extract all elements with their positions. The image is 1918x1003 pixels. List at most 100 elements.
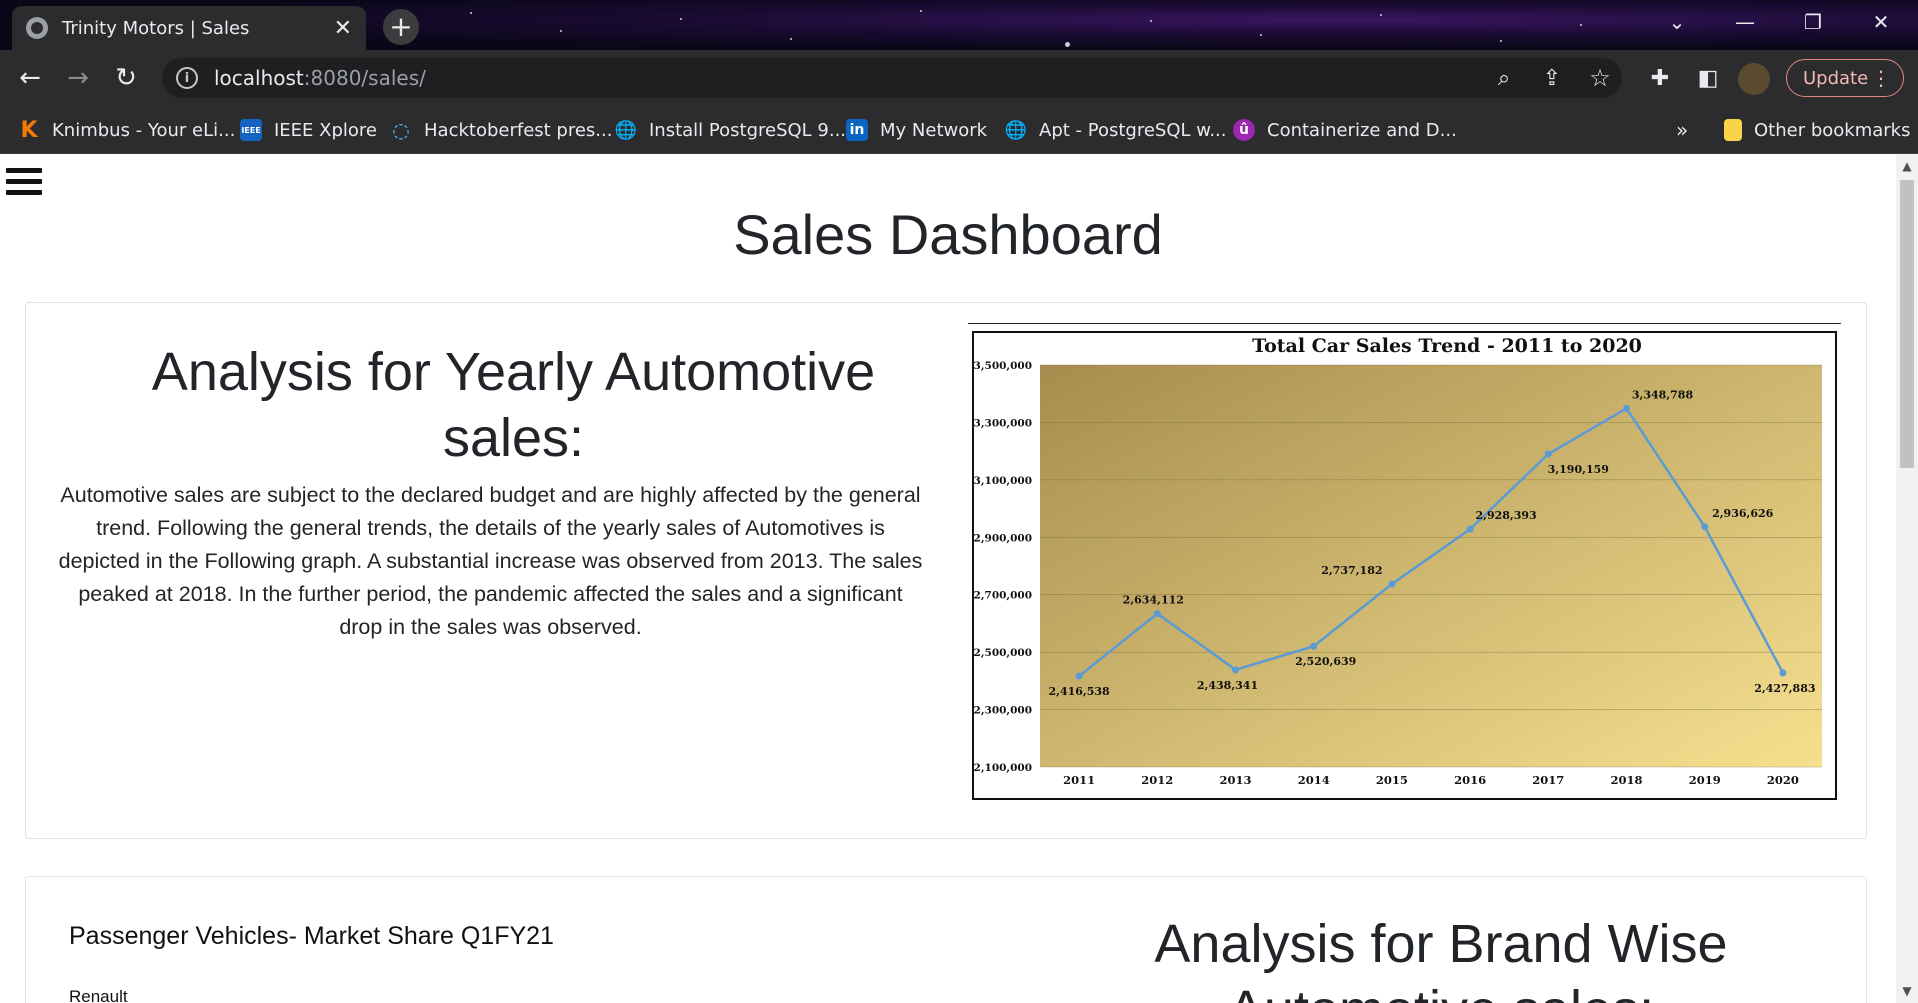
data-label: 2,634,112 [1123,594,1184,607]
address-bar[interactable]: i localhost:8080/sales/ [162,58,1622,98]
scrollbar-thumb[interactable] [1900,180,1914,468]
extensions-icon[interactable]: ✚ [1650,65,1670,91]
yearly-sales-card: Analysis for Yearly Automotive sales: Au… [25,302,1867,839]
other-bookmarks[interactable]: Other bookmarks [1724,116,1910,144]
profile-avatar[interactable] [1738,63,1770,95]
zoom-icon[interactable]: ⌕ [1497,65,1511,91]
x-tick-label: 2012 [1141,773,1173,787]
reload-icon[interactable]: ↻ [115,63,137,93]
globe-icon: 🌐 [614,119,638,141]
brand-analysis-heading: Analysis for Brand Wise Automotive sales… [1154,914,1728,1003]
globe-icon [26,17,48,39]
url-path: :8080/sales/ [303,66,426,90]
chart-top-rule [968,323,1841,324]
data-label: 3,190,159 [1548,463,1609,476]
navigation-toolbar: ← → ↻ i localhost:8080/sales/ ⌕ ⇪ ☆ ✚ ◧ … [0,50,1918,106]
data-label: 2,737,182 [1321,564,1382,577]
data-label: 2,416,538 [1048,685,1110,698]
bookmark-label: Apt - PostgreSQL w... [1039,119,1227,141]
close-tab-icon[interactable]: ✕ [333,15,352,41]
menu-dots-icon[interactable]: ⋮ [1871,66,1891,90]
bookmark-star-icon[interactable]: ☆ [1589,64,1611,92]
back-icon[interactable]: ← [19,63,41,93]
data-point [1701,523,1709,531]
bookmark-item[interactable]: û Containerize and D... [1233,116,1457,144]
restore-button[interactable]: ❐ [1804,10,1822,34]
globe-icon: 🌐 [1004,119,1028,141]
tab-search-icon[interactable]: ⌄ [1668,10,1686,34]
brand-sales-card: Passenger Vehicles- Market Share Q1FY21 … [25,876,1867,1003]
bookmark-label: My Network [880,119,988,141]
bookmark-label: Containerize and D... [1267,119,1457,141]
bookmark-item[interactable]: in My Network [846,116,987,144]
new-tab-button[interactable]: + [383,9,419,45]
bookmark-label: Knimbus - Your eLi... [52,119,236,141]
folder-icon [1724,119,1742,141]
scroll-down-arrow[interactable]: ▼ [1902,984,1912,998]
data-point [1466,525,1474,533]
side-panel-icon[interactable]: ◧ [1697,65,1719,91]
share-icon[interactable]: ⇪ [1542,65,1562,91]
tab-active[interactable]: Trinity Motors | Sales ✕ [12,6,366,50]
y-tick-label: 2,300,000 [974,705,1032,717]
market-share-label: Renault [69,987,128,1003]
bookmark-label: Hacktoberfest pres... [424,119,613,141]
bookmark-item[interactable]: K Knimbus - Your eLi... [18,116,235,144]
update-button[interactable]: Update ⋮ [1786,59,1904,97]
data-point [1310,642,1318,650]
bookmark-item[interactable]: ◌ Hacktoberfest pres... [390,116,612,144]
site-info-icon[interactable]: i [176,67,198,89]
sales-trend-chart: Total Car Sales Trend - 2011 to 2020 2,1… [972,331,1837,800]
url-host: localhost [214,66,304,90]
yearly-analysis-text: Automotive sales are subject to the decl… [58,483,923,639]
tab-strip: Trinity Motors | Sales ✕ + ⌄ — ❐ ✕ [0,0,1918,50]
series-line [1078,406,1785,678]
linkedin-icon: in [846,119,868,141]
data-label: 2,928,393 [1475,509,1536,522]
y-tick-label: 3,500,000 [974,360,1032,372]
x-tick-label: 2020 [1767,773,1799,787]
tab-title: Trinity Motors | Sales [62,17,250,39]
data-point [1779,669,1787,677]
y-tick-label: 2,700,000 [974,590,1032,602]
ieee-icon: IEEE [240,119,262,141]
data-label: 2,427,883 [1754,682,1815,695]
x-tick-label: 2016 [1454,773,1486,787]
x-tick-label: 2011 [1063,773,1095,787]
containerize-icon: û [1233,119,1255,141]
knimbus-icon: K [20,117,38,143]
browser-chrome: Trinity Motors | Sales ✕ + ⌄ — ❐ ✕ ← → ↻… [0,0,1918,154]
market-share-chart-title: Passenger Vehicles- Market Share Q1FY21 [69,922,554,950]
x-tick-label: 2013 [1219,773,1251,787]
vertical-scrollbar[interactable]: ▲ ▼ [1896,154,1918,1003]
bookmark-item[interactable]: 🌐 Apt - PostgreSQL w... [1004,116,1227,144]
chart-title: Total Car Sales Trend - 2011 to 2020 [1252,335,1642,357]
forward-icon[interactable]: → [67,63,89,93]
hacktoberfest-icon: ◌ [392,118,410,142]
update-label: Update [1803,67,1869,89]
minimize-button[interactable]: — [1735,10,1755,34]
bookmarks-overflow-button[interactable]: » [1676,118,1689,142]
x-tick-label: 2019 [1689,773,1721,787]
close-window-button[interactable]: ✕ [1872,10,1890,34]
y-tick-label: 2,900,000 [974,532,1032,544]
scroll-up-arrow[interactable]: ▲ [1902,159,1912,173]
page-title: Sales Dashboard [733,203,1163,266]
data-point [1232,666,1239,674]
y-tick-label: 2,100,000 [974,762,1032,774]
y-tick-label: 3,100,000 [974,475,1032,487]
yearly-analysis-heading: Analysis for Yearly Automotive sales: [151,342,876,468]
x-tick-label: 2018 [1610,773,1642,787]
bookmark-item[interactable]: IEEE IEEE Xplore [240,116,377,144]
x-tick-label: 2015 [1376,773,1408,787]
bookmark-label: Install PostgreSQL 9... [649,119,847,141]
bookmark-item[interactable]: 🌐 Install PostgreSQL 9... [615,116,846,144]
chart-svg: 2,100,000 2,300,000 2,500,000 2,700,000 2,90… [974,360,1822,787]
data-point [1388,580,1396,588]
data-label: 2,520,639 [1295,655,1356,668]
data-point [1075,672,1083,680]
other-bookmarks-label: Other bookmarks [1754,119,1911,141]
bookmarks-bar: K Knimbus - Your eLi... IEEE IEEE Xplore… [0,106,1918,154]
hamburger-menu-icon[interactable] [6,168,42,198]
data-point [1623,404,1630,412]
